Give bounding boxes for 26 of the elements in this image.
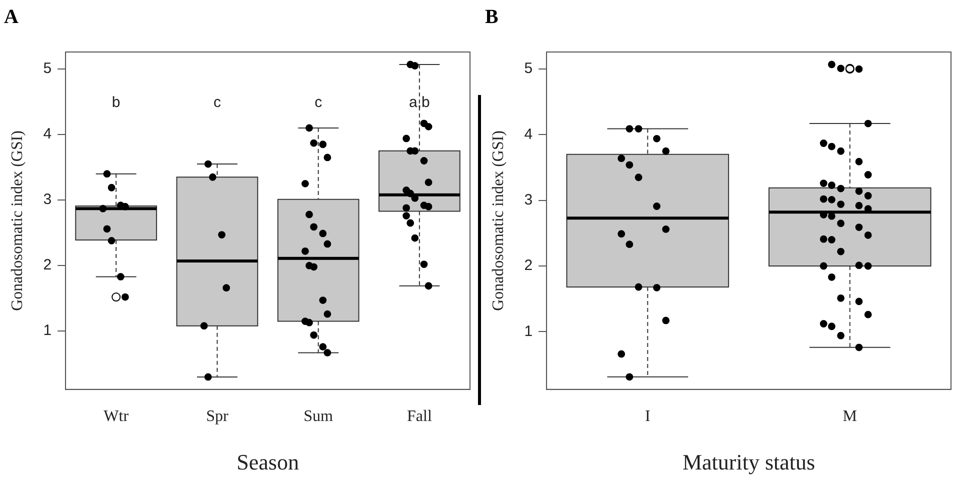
y-tick-label: 5 <box>524 60 533 78</box>
y-tick-label: 1 <box>43 322 52 340</box>
annotation: c <box>314 94 323 111</box>
y-tick-label: 5 <box>43 60 52 78</box>
x-tick-label: I <box>644 408 650 426</box>
x-tick-label: Sum <box>304 408 334 426</box>
x-tick-label: Wtr <box>104 408 130 426</box>
x-axis-title: Season <box>236 450 299 475</box>
x-tick-label: Spr <box>206 408 229 426</box>
x-tick-label: M <box>842 408 858 426</box>
x-axis-title: Maturity status <box>682 450 816 475</box>
y-tick-label: 2 <box>524 257 533 274</box>
x-tick-label: Fall <box>406 408 432 426</box>
y-tick-label: 4 <box>43 126 52 143</box>
y-tick-label: 1 <box>524 322 533 340</box>
y-tick-label: 3 <box>524 191 533 208</box>
chart-title: A <box>4 6 19 28</box>
annotation: b <box>112 94 120 111</box>
y-axis-title: Gonadosomatic index (GSI) <box>8 130 26 311</box>
annotation: c <box>213 94 222 111</box>
chart-title: B <box>485 6 498 28</box>
y-axis-title: Gonadosomatic index (GSI) <box>490 130 507 311</box>
y-tick-label: 2 <box>43 256 52 274</box>
y-tick-label: 4 <box>524 126 533 143</box>
y-tick-label: 3 <box>43 191 52 208</box>
annotation: a,b <box>409 94 430 111</box>
